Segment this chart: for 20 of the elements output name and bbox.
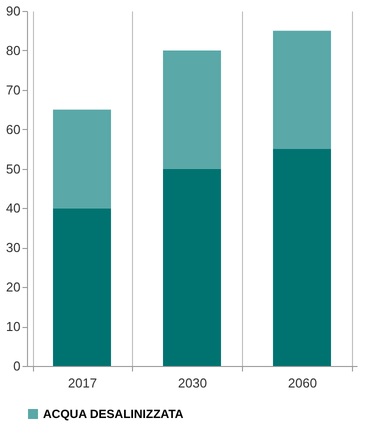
legend-label: ACQUA DESALINIZZATA [43, 407, 184, 421]
x-tick-label: 2060 [288, 376, 317, 390]
x-tick-label: 2030 [178, 376, 207, 390]
bar [53, 110, 111, 208]
y-tick-label: 50 [6, 161, 20, 176]
bar [273, 149, 331, 366]
x-tick-label: 2017 [68, 376, 97, 390]
y-tick-label: 60 [6, 122, 20, 137]
y-tick-label: 40 [6, 200, 20, 216]
bar [53, 208, 111, 366]
y-tick-label: 80 [6, 42, 20, 58]
y-tick-label: 90 [6, 4, 20, 18]
y-tick-label: 20 [6, 280, 20, 295]
bar [163, 50, 221, 169]
y-tick-label: 0 [13, 358, 20, 374]
y-tick-label: 10 [6, 319, 20, 334]
y-tick-label: 70 [6, 82, 20, 98]
bar [163, 168, 221, 366]
bar [273, 30, 331, 150]
y-tick-label: 30 [6, 240, 20, 256]
